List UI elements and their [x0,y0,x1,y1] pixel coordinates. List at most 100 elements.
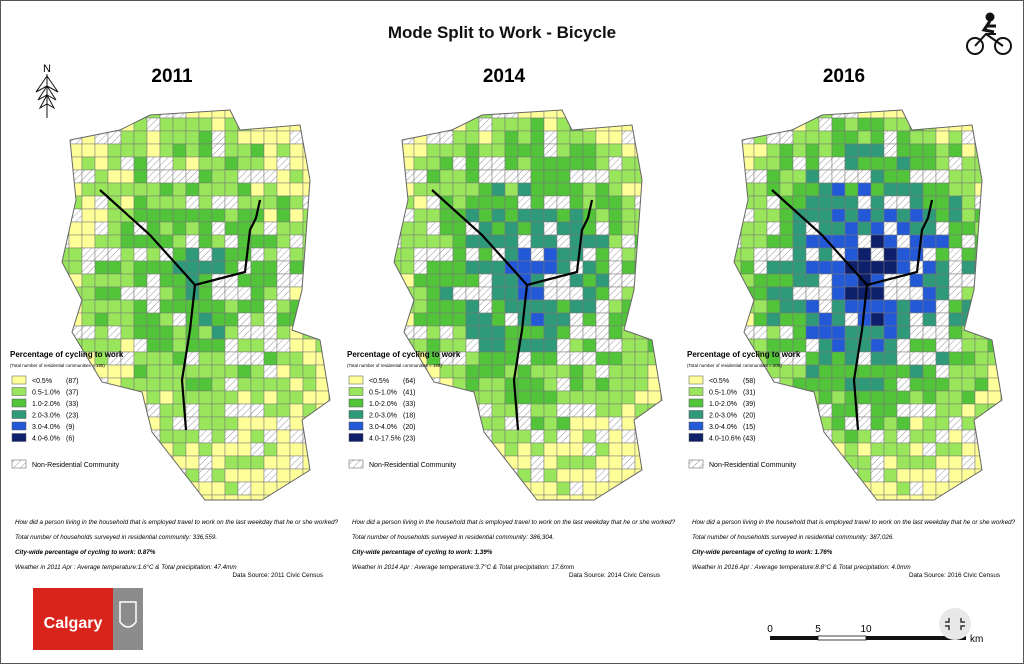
community [922,325,937,340]
community [120,286,135,301]
community [530,182,545,197]
community [224,234,239,249]
community [107,221,122,236]
community [556,221,571,236]
fullscreen-button[interactable] [939,608,971,640]
community [172,117,187,132]
community [517,390,532,405]
community [818,117,833,132]
community [779,156,794,171]
community [608,182,623,197]
community [413,208,428,223]
community [569,273,584,288]
community [922,299,937,314]
community [146,234,161,249]
community [922,390,937,405]
community [543,325,558,340]
community [224,299,239,314]
legend-swatch [348,410,364,419]
survey-question: How did a person living in the household… [692,519,1016,526]
community [159,312,174,327]
community [172,429,187,444]
community [556,182,571,197]
community [608,351,623,366]
community [504,442,519,457]
community [766,247,781,262]
community [922,169,937,184]
legend-subtitle: (Total number of residential communities… [10,363,105,368]
community [857,156,872,171]
community [107,286,122,301]
community [543,286,558,301]
fullscreen-icon[interactable] [945,618,965,630]
community [948,273,963,288]
community [935,182,950,197]
legend-count: (64) [403,378,415,385]
community [185,403,200,418]
community [478,208,493,223]
legend-swatch [348,398,364,408]
community [250,494,265,500]
community [426,221,441,236]
community [883,234,898,249]
community [530,455,545,470]
community [961,273,976,288]
community [896,260,911,275]
community [818,299,833,314]
community [517,455,532,470]
community [185,117,200,132]
community [909,195,924,210]
community [818,338,833,353]
community [766,156,781,171]
community [133,325,148,340]
community [753,312,768,327]
community [543,143,558,158]
community [426,208,441,223]
community [831,338,846,353]
community [517,195,532,210]
community [465,143,480,158]
community [120,299,135,314]
community [935,273,950,288]
community [948,156,963,171]
community [753,273,768,288]
community [818,156,833,171]
community [870,364,885,379]
community [517,260,532,275]
community [289,273,304,288]
logo-text: Calgary [44,615,103,632]
community [289,221,304,236]
community [263,286,278,301]
community [68,234,83,249]
community [289,143,304,158]
community [172,169,187,184]
community [844,429,859,444]
community [198,468,213,483]
community [81,325,96,340]
community [185,429,200,444]
community [753,325,768,340]
community [465,351,480,366]
community [582,455,597,470]
community [289,390,304,405]
community [779,286,794,301]
community [608,364,623,379]
community [465,299,480,314]
community [870,455,885,470]
community [935,325,950,340]
community [211,260,226,275]
community [133,234,148,249]
community [621,195,636,210]
community [172,377,187,392]
community [792,156,807,171]
community [172,247,187,262]
community [831,312,846,327]
community [779,234,794,249]
community [779,130,794,145]
community [81,299,96,314]
community [478,325,493,340]
community [263,260,278,275]
legend-label: 0.5-1.0% [32,390,60,397]
community [896,247,911,262]
